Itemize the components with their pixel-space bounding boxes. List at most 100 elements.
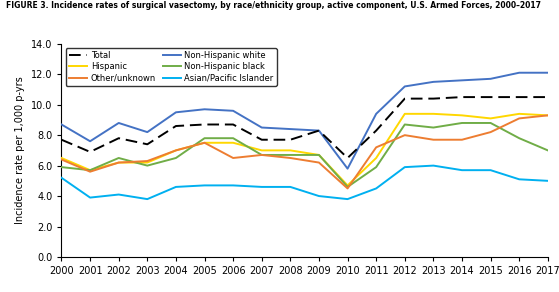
Total [173,124,179,128]
Total [401,97,408,100]
Other/unknown [316,161,323,164]
Hispanic [316,153,323,157]
Non-Hispanic black [430,126,437,129]
Asian/Pacific Islander [87,196,93,199]
Total [458,95,465,99]
Non-Hispanic white [258,126,265,129]
Hispanic [258,149,265,152]
Non-Hispanic black [58,165,65,169]
Asian/Pacific Islander [287,185,293,189]
Line: Total: Total [61,97,548,158]
Asian/Pacific Islander [516,178,523,181]
Asian/Pacific Islander [430,164,437,167]
Non-Hispanic black [287,153,293,157]
Non-Hispanic black [87,168,93,172]
Non-Hispanic white [316,129,323,132]
Asian/Pacific Islander [487,168,494,172]
Other/unknown [487,130,494,134]
Asian/Pacific Islander [344,197,351,201]
Total [258,138,265,142]
Non-Hispanic black [344,185,351,189]
Non-Hispanic white [173,111,179,114]
Hispanic [144,161,151,164]
Other/unknown [516,117,523,120]
Non-Hispanic white [344,167,351,171]
Other/unknown [544,114,551,117]
Non-Hispanic white [373,112,380,116]
Non-Hispanic white [87,140,93,143]
Non-Hispanic white [230,109,236,112]
Non-Hispanic black [458,121,465,125]
Y-axis label: Incidence rate per 1,000 p-yrs: Incidence rate per 1,000 p-yrs [16,77,25,224]
Hispanic [430,112,437,116]
Other/unknown [287,156,293,160]
Other/unknown [373,146,380,149]
Text: FIGURE 3. Incidence rates of surgical vasectomy, by race/ethnicity group, active: FIGURE 3. Incidence rates of surgical va… [6,1,541,11]
Non-Hispanic black [487,121,494,125]
Asian/Pacific Islander [58,176,65,180]
Asian/Pacific Islander [258,185,265,189]
Total [58,138,65,142]
Total [544,95,551,99]
Other/unknown [87,170,93,173]
Non-Hispanic white [401,85,408,88]
Total [144,142,151,146]
Total [344,156,351,160]
Non-Hispanic black [516,136,523,140]
Other/unknown [458,138,465,142]
Asian/Pacific Islander [201,184,208,187]
Hispanic [287,149,293,152]
Line: Other/unknown: Other/unknown [61,115,548,188]
Asian/Pacific Islander [316,194,323,198]
Other/unknown [344,187,351,190]
Asian/Pacific Islander [458,168,465,172]
Total [287,138,293,142]
Other/unknown [115,161,122,164]
Non-Hispanic black [201,136,208,140]
Non-Hispanic white [58,123,65,126]
Non-Hispanic black [115,156,122,160]
Non-Hispanic black [373,165,380,169]
Asian/Pacific Islander [115,193,122,196]
Hispanic [373,156,380,160]
Non-Hispanic black [544,149,551,152]
Legend: Total, Hispanic, Other/unknown, Non-Hispanic white, Non-Hispanic black, Asian/Pa: Total, Hispanic, Other/unknown, Non-Hisp… [65,48,277,86]
Line: Non-Hispanic black: Non-Hispanic black [61,123,548,187]
Hispanic [401,112,408,116]
Total [201,123,208,126]
Total [230,123,236,126]
Non-Hispanic black [144,164,151,167]
Other/unknown [58,158,65,161]
Non-Hispanic white [516,71,523,74]
Line: Asian/Pacific Islander: Asian/Pacific Islander [61,166,548,199]
Non-Hispanic white [544,71,551,74]
Line: Hispanic: Hispanic [61,114,548,185]
Other/unknown [430,138,437,142]
Other/unknown [201,141,208,145]
Total [430,97,437,100]
Non-Hispanic white [115,121,122,125]
Hispanic [544,114,551,117]
Hispanic [87,168,93,172]
Hispanic [58,156,65,160]
Asian/Pacific Islander [230,184,236,187]
Hispanic [201,141,208,145]
Asian/Pacific Islander [173,185,179,189]
Asian/Pacific Islander [401,165,408,169]
Non-Hispanic white [487,77,494,81]
Hispanic [230,141,236,145]
Non-Hispanic white [144,130,151,134]
Non-Hispanic black [230,136,236,140]
Non-Hispanic white [430,80,437,84]
Total [115,136,122,140]
Hispanic [115,161,122,164]
Line: Non-Hispanic white: Non-Hispanic white [61,73,548,169]
Total [487,95,494,99]
Non-Hispanic white [287,127,293,131]
Other/unknown [230,156,236,160]
Total [373,129,380,132]
Non-Hispanic black [173,156,179,160]
Other/unknown [258,153,265,157]
Asian/Pacific Islander [144,197,151,201]
Total [316,129,323,132]
